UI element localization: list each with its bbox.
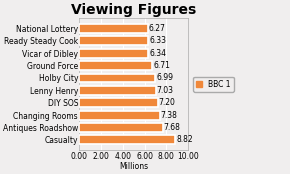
Bar bbox=[79, 24, 148, 33]
Text: 7.38: 7.38 bbox=[160, 111, 177, 120]
Bar bbox=[79, 123, 163, 132]
Bar bbox=[79, 49, 148, 58]
Bar bbox=[79, 61, 152, 70]
Text: 7.20: 7.20 bbox=[159, 98, 175, 107]
Text: 6.71: 6.71 bbox=[153, 61, 170, 70]
Bar bbox=[79, 136, 175, 144]
Bar bbox=[79, 74, 155, 82]
Text: 6.99: 6.99 bbox=[156, 73, 173, 82]
Bar bbox=[79, 98, 158, 107]
Legend: BBC 1: BBC 1 bbox=[193, 77, 234, 92]
Text: 6.27: 6.27 bbox=[148, 24, 165, 33]
Text: 7.03: 7.03 bbox=[157, 86, 174, 95]
Text: 8.82: 8.82 bbox=[176, 136, 193, 144]
Text: 6.33: 6.33 bbox=[149, 36, 166, 45]
Text: 6.34: 6.34 bbox=[149, 49, 166, 58]
Bar bbox=[79, 86, 156, 95]
Bar bbox=[79, 111, 160, 120]
Text: 7.68: 7.68 bbox=[164, 123, 181, 132]
Title: Viewing Figures: Viewing Figures bbox=[71, 3, 196, 17]
X-axis label: Millions: Millions bbox=[119, 162, 148, 171]
Bar bbox=[79, 36, 148, 45]
